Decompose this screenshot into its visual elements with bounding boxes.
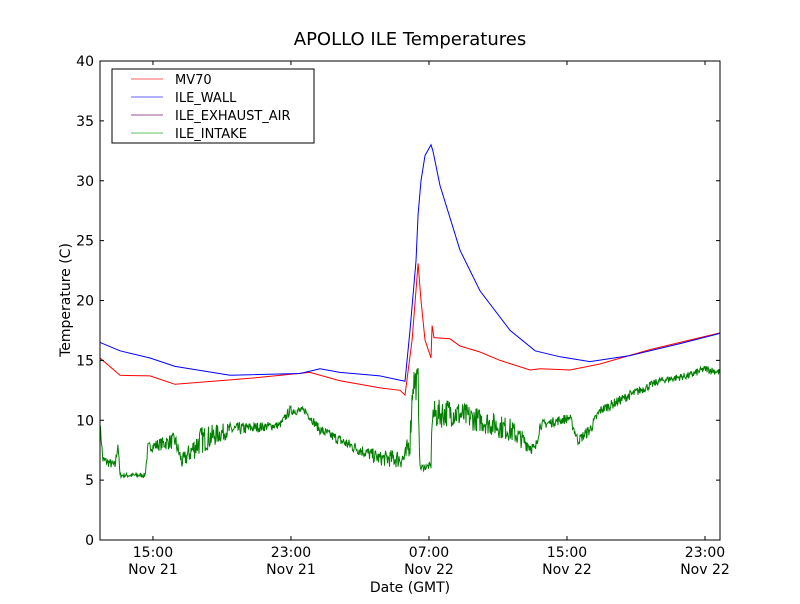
x-tick-date: Nov 21 xyxy=(266,562,316,578)
legend-label: ILE_EXHAUST_AIR xyxy=(175,109,291,124)
y-axis-label: Temperature (C) xyxy=(58,243,74,358)
x-axis-label: Date (GMT) xyxy=(370,580,450,596)
y-tick-label: 0 xyxy=(85,533,94,549)
x-tick-date: Nov 22 xyxy=(542,562,592,578)
chart-title: APOLLO ILE Temperatures xyxy=(294,29,526,50)
y-tick-label: 35 xyxy=(76,114,94,130)
series-line-ile-wall xyxy=(99,143,721,382)
y-tick-label: 30 xyxy=(76,174,94,190)
legend-label: ILE_INTAKE xyxy=(175,127,247,142)
x-tick-time: 23:00 xyxy=(271,545,311,561)
x-tick-time: 23:00 xyxy=(685,545,725,561)
y-tick-label: 20 xyxy=(76,294,94,310)
y-tick-label: 40 xyxy=(76,54,94,70)
legend-label: ILE_WALL xyxy=(175,91,237,106)
x-tick-time: 15:00 xyxy=(547,545,587,561)
plot-lines xyxy=(99,143,721,480)
x-tick-date: Nov 21 xyxy=(128,562,178,578)
legend: MV70 ILE_WALL ILE_EXHAUST_AIR ILE_INTAKE xyxy=(111,68,315,144)
y-tick-label: 10 xyxy=(76,413,94,429)
legend-box xyxy=(111,68,315,144)
y-axis: 0 5 10 15 20 25 30 35 40 xyxy=(76,54,720,549)
legend-label: MV70 xyxy=(175,73,212,88)
y-tick-label: 15 xyxy=(76,353,94,369)
y-tick-label: 25 xyxy=(76,234,94,250)
x-tick-date: Nov 22 xyxy=(680,562,730,578)
series-line-ile-intake xyxy=(99,365,721,480)
x-tick-date: Nov 22 xyxy=(404,562,454,578)
y-tick-label: 5 xyxy=(85,473,94,489)
x-tick-time: 15:00 xyxy=(133,545,173,561)
series-line-mv70 xyxy=(99,263,721,397)
x-tick-time: 07:00 xyxy=(409,545,449,561)
